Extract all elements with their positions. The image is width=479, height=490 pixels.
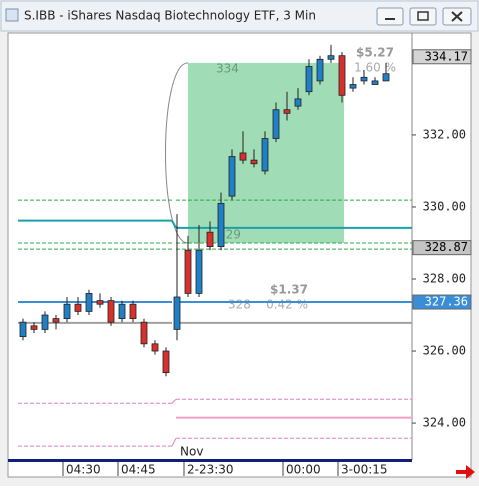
- candle-body: [239, 152, 247, 161]
- candle-body: [96, 300, 104, 305]
- candle-body: [250, 159, 258, 165]
- candle-body: [184, 249, 192, 294]
- candle-body: [173, 296, 181, 330]
- measure-curve: [165, 62, 189, 244]
- candle-body: [52, 318, 60, 323]
- maximize-button[interactable]: [409, 7, 437, 26]
- candle-body: [162, 350, 170, 374]
- x-tick-label: 00:00: [286, 463, 321, 477]
- time-axis-bar: [8, 459, 412, 462]
- candle-body: [118, 303, 126, 320]
- candle-body: [294, 98, 302, 107]
- minimize-button[interactable]: [376, 7, 404, 26]
- candle-body: [217, 202, 225, 247]
- level-step: [171, 398, 177, 404]
- scroll-arrow[interactable]: [456, 465, 475, 479]
- candle-body: [206, 231, 214, 247]
- candle-body: [41, 314, 49, 330]
- price-marker: [412, 240, 472, 256]
- candle-body: [195, 249, 203, 294]
- candle-body: [107, 300, 115, 323]
- date-label: Nov: [180, 445, 203, 459]
- candle-body: [382, 73, 390, 82]
- candle-body: [228, 156, 236, 197]
- price-marker-label: 327.36: [425, 295, 468, 309]
- price-marker: [412, 294, 472, 310]
- measure-high: 334: [216, 61, 239, 75]
- candle-body: [30, 325, 38, 330]
- window-icon: [5, 8, 19, 22]
- y-tick-label: 324.00: [423, 416, 466, 430]
- candle-body: [261, 138, 269, 172]
- x-tick-label: 04:45: [121, 463, 156, 477]
- candle-body: [338, 55, 346, 96]
- level-step: [171, 220, 177, 229]
- x-tick-label: 2-23:30: [187, 463, 234, 477]
- level-step: [171, 437, 177, 447]
- x-tick-label: 3-00:15: [341, 463, 388, 477]
- candle-body: [151, 343, 159, 352]
- candle-body: [74, 303, 82, 312]
- x-tick-label: 04:30: [66, 463, 101, 477]
- price-marker-label: 334.17: [425, 49, 468, 63]
- plot: 324.00326.00328.00330.00332.00334329$5.2…: [18, 44, 472, 477]
- window-title: S.IBB - iShares Nasdaq Biotechnology ETF…: [24, 9, 316, 23]
- candle-body: [360, 76, 368, 82]
- measure-low: 328: [228, 297, 251, 311]
- measure-percent: 0.42 %: [266, 297, 308, 311]
- measure-percent: 1.60 %: [354, 60, 396, 74]
- candle-body: [272, 109, 280, 139]
- candle-body: [305, 66, 313, 93]
- measure-change: $5.27: [356, 45, 394, 59]
- candle-body: [283, 109, 291, 114]
- maximize-icon: [417, 11, 429, 21]
- candle-body: [371, 80, 379, 85]
- candle-body: [85, 293, 93, 312]
- measure-change: $1.37: [270, 282, 308, 296]
- candle-body: [327, 55, 335, 60]
- price-marker-label: 328.87: [425, 240, 468, 254]
- y-tick-label: 326.00: [423, 344, 466, 358]
- candle-body: [129, 303, 137, 320]
- y-tick-label: 332.00: [423, 127, 466, 141]
- window-buttons: [376, 7, 472, 26]
- price-marker: [412, 49, 472, 65]
- candle-body: [349, 84, 357, 89]
- y-tick-label: 330.00: [423, 199, 466, 213]
- candle-body: [140, 321, 148, 345]
- candle-body: [63, 303, 71, 320]
- y-tick-label: 328.00: [423, 271, 466, 285]
- candle-body: [316, 58, 324, 82]
- close-icon: [451, 11, 463, 22]
- candle-body: [19, 321, 27, 338]
